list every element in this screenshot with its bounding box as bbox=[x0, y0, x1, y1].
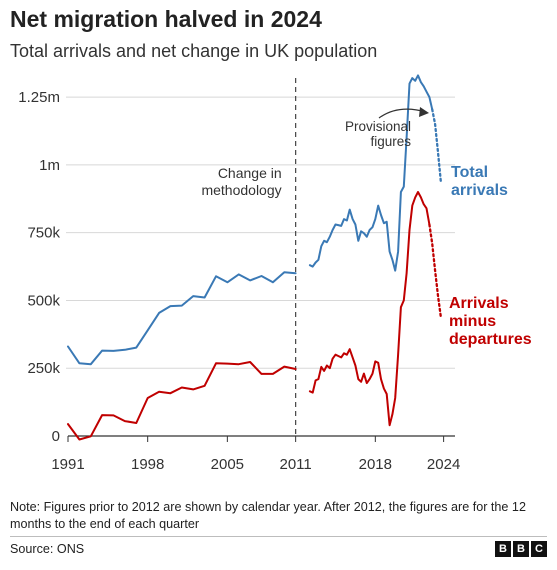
total-arrivals-annual-line bbox=[67, 271, 297, 366]
footer-divider bbox=[10, 536, 547, 537]
total-arrivals-quarterly-line bbox=[308, 74, 434, 272]
y-tick-label: 500k bbox=[27, 292, 60, 309]
y-tick-label: 250k bbox=[27, 360, 60, 377]
provisional-arrow bbox=[378, 108, 427, 119]
series-label-net-migration: minus bbox=[449, 313, 496, 330]
x-tick-label: 2011 bbox=[280, 456, 312, 473]
net-migration-annual-line bbox=[67, 361, 297, 441]
series-label-total-arrivals: arrivals bbox=[451, 182, 508, 199]
series-label-total-arrivals: Total bbox=[451, 164, 488, 181]
y-tick-label: 1.25m bbox=[18, 89, 60, 106]
series-label-net-migration: departures bbox=[449, 331, 532, 348]
methodology-label: Change in bbox=[218, 165, 282, 181]
provisional-arrowhead bbox=[419, 107, 429, 117]
y-tick-label: 0 bbox=[52, 428, 60, 445]
logo-letter: B bbox=[495, 541, 511, 557]
source-label: Source: ONS bbox=[10, 542, 85, 556]
net-migration-provisional-line bbox=[428, 223, 442, 318]
total-arrivals-provisional-line bbox=[431, 108, 442, 183]
y-tick-label: 750k bbox=[27, 225, 60, 242]
logo-letter: C bbox=[531, 541, 547, 557]
provisional-label: Provisional bbox=[345, 119, 411, 134]
logo-letter: B bbox=[513, 541, 529, 557]
x-tick-label: 2005 bbox=[211, 456, 244, 473]
line-chart: 0 250k 500k 750k 1m 1.25m 1991 1998 2005 2011 2018… bbox=[18, 74, 532, 473]
chart-title: Net migration halved in 2024 bbox=[10, 6, 322, 32]
series-label-net-migration: Arrivals bbox=[449, 295, 509, 312]
x-tick-label: 1998 bbox=[131, 456, 164, 473]
bbc-logo: B B C bbox=[495, 541, 547, 557]
x-tick-label: 1991 bbox=[51, 456, 84, 473]
footnote: Note: Figures prior to 2012 are shown by… bbox=[10, 500, 526, 531]
y-tick-label: 1m bbox=[39, 157, 60, 174]
methodology-label: methodology bbox=[201, 182, 281, 198]
chart-subtitle: Total arrivals and net change in UK popu… bbox=[10, 41, 378, 61]
net-migration-quarterly-line bbox=[308, 191, 431, 427]
x-tick-label: 2018 bbox=[359, 456, 392, 473]
provisional-label: figures bbox=[370, 134, 411, 149]
x-tick-label: 2024 bbox=[427, 456, 460, 473]
